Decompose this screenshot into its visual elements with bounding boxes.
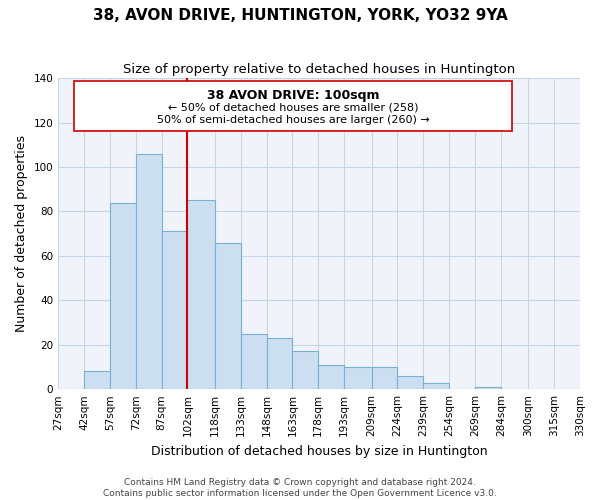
FancyBboxPatch shape [74, 81, 512, 131]
Bar [215, 242, 241, 389]
Bar [136, 154, 161, 389]
Text: 38, AVON DRIVE, HUNTINGTON, YORK, YO32 9YA: 38, AVON DRIVE, HUNTINGTON, YORK, YO32 9… [92, 8, 508, 22]
X-axis label: Distribution of detached houses by size in Huntington: Distribution of detached houses by size … [151, 444, 487, 458]
Text: Contains HM Land Registry data © Crown copyright and database right 2024.
Contai: Contains HM Land Registry data © Crown c… [103, 478, 497, 498]
Y-axis label: Number of detached properties: Number of detached properties [15, 135, 28, 332]
Bar [344, 367, 371, 389]
Bar [292, 352, 318, 389]
Bar [397, 376, 423, 389]
Bar [241, 334, 266, 389]
Bar [318, 364, 344, 389]
Title: Size of property relative to detached houses in Huntington: Size of property relative to detached ho… [123, 62, 515, 76]
Bar [161, 232, 187, 389]
Bar [84, 372, 110, 389]
Text: 38 AVON DRIVE: 100sqm: 38 AVON DRIVE: 100sqm [207, 89, 379, 102]
Text: 50% of semi-detached houses are larger (260) →: 50% of semi-detached houses are larger (… [157, 115, 430, 125]
Bar [371, 367, 397, 389]
Bar [423, 382, 449, 389]
Bar [580, 387, 600, 389]
Bar [110, 202, 136, 389]
Text: ← 50% of detached houses are smaller (258): ← 50% of detached houses are smaller (25… [168, 102, 418, 113]
Bar [475, 387, 501, 389]
Bar [266, 338, 292, 389]
Bar [187, 200, 215, 389]
